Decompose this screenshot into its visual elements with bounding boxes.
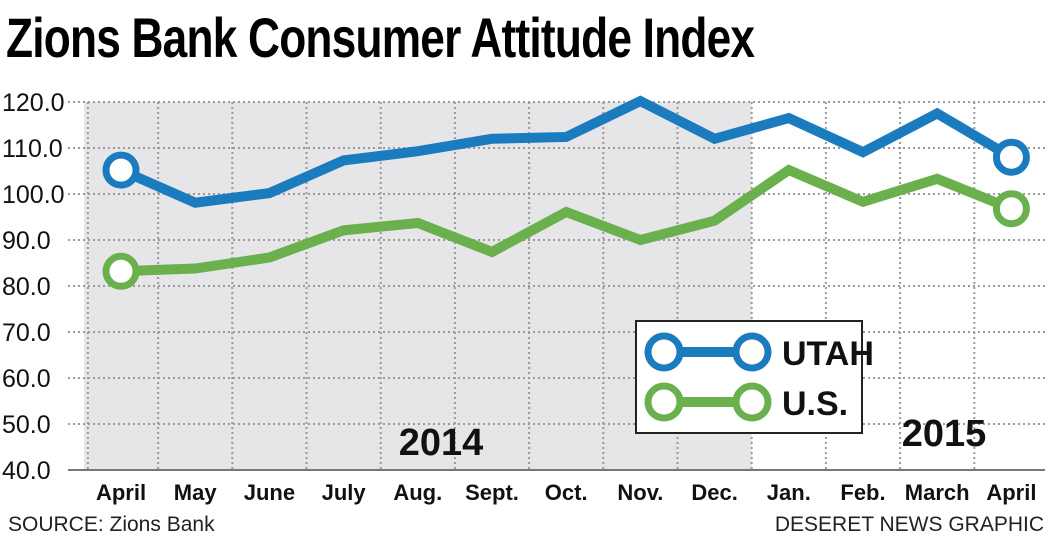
y-tick-label: 50.0 [2, 411, 51, 439]
x-tick-label: Feb. [840, 480, 885, 505]
y-tick-label: 110.0 [2, 135, 63, 163]
x-tick-label: Dec. [691, 480, 737, 505]
series-endpoint-utah [992, 138, 1030, 176]
legend-label-us: U.S. [782, 385, 848, 423]
y-tick-label: 60.0 [2, 365, 51, 393]
series-line-us [120, 164, 1014, 277]
x-tick-label: Nov. [617, 480, 663, 505]
legend-marker-utah [644, 332, 684, 372]
y-tick-label: 80.0 [2, 273, 51, 301]
series-endpoint-utah [102, 151, 140, 189]
x-tick-label: April [986, 480, 1036, 505]
series-endpoint-us [992, 190, 1030, 228]
series-line-utah [118, 95, 1014, 208]
legend-marker-us [644, 382, 684, 422]
x-tick-label: Sept. [465, 480, 519, 505]
x-tick-label: Aug. [393, 480, 442, 505]
y-tick-label: 120.0 [2, 89, 65, 117]
x-tick-label: June [244, 480, 295, 505]
credit-note: DESERET NEWS GRAPHIC [775, 513, 1044, 536]
legend-marker-utah [732, 332, 772, 372]
y-tick-label: 90.0 [2, 227, 51, 255]
year-label-2015: 2015 [902, 413, 987, 455]
year-label-2014: 2014 [399, 422, 484, 464]
x-tick-label: July [322, 480, 367, 505]
y-tick-label: 70.0 [2, 319, 51, 347]
x-tick-label: Jan. [767, 480, 811, 505]
x-tick-label: Oct. [545, 480, 588, 505]
x-tick-label: May [174, 480, 218, 505]
series-endpoint-us [102, 252, 140, 290]
x-tick-label: March [905, 480, 970, 505]
y-tick-label: 40.0 [2, 457, 51, 485]
source-note: SOURCE: Zions Bank [8, 513, 215, 536]
x-tick-label: April [96, 480, 146, 505]
chart-title: Zions Bank Consumer Attitude Index [6, 6, 755, 69]
legend-marker-us [732, 382, 772, 422]
y-tick-label: 100.0 [2, 181, 65, 209]
legend-label-utah: UTAH [782, 335, 874, 373]
